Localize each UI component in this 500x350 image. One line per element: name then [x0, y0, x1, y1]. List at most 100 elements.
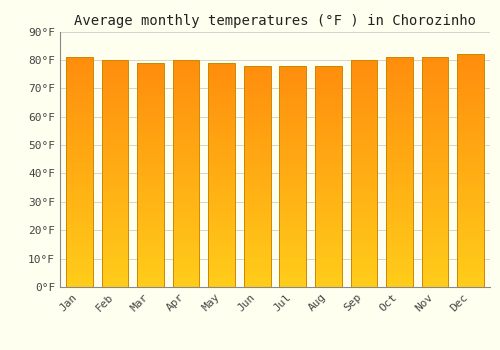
- Bar: [66, 155, 93, 158]
- Bar: [386, 192, 412, 195]
- Bar: [138, 203, 164, 206]
- Bar: [315, 96, 342, 99]
- Bar: [208, 161, 235, 164]
- Bar: [208, 79, 235, 82]
- Bar: [315, 190, 342, 193]
- Bar: [386, 158, 412, 161]
- Bar: [244, 110, 270, 113]
- Bar: [173, 253, 200, 256]
- Bar: [386, 129, 412, 132]
- Bar: [66, 230, 93, 232]
- Bar: [315, 251, 342, 254]
- Bar: [422, 256, 448, 258]
- Bar: [66, 123, 93, 126]
- Bar: [244, 77, 270, 79]
- Bar: [102, 216, 128, 219]
- Bar: [66, 218, 93, 221]
- Bar: [66, 192, 93, 195]
- Bar: [208, 203, 235, 206]
- Bar: [280, 184, 306, 187]
- Bar: [315, 74, 342, 77]
- Bar: [173, 94, 200, 97]
- Bar: [350, 261, 377, 264]
- Bar: [386, 198, 412, 201]
- Bar: [280, 220, 306, 223]
- Bar: [350, 193, 377, 196]
- Bar: [173, 239, 200, 241]
- Bar: [208, 248, 235, 251]
- Bar: [457, 156, 484, 159]
- Bar: [102, 179, 128, 182]
- Bar: [457, 182, 484, 185]
- Bar: [315, 212, 342, 215]
- Bar: [457, 89, 484, 92]
- Bar: [138, 68, 164, 71]
- Bar: [350, 80, 377, 83]
- Bar: [208, 251, 235, 253]
- Bar: [173, 136, 200, 139]
- Bar: [280, 234, 306, 237]
- Bar: [350, 247, 377, 250]
- Bar: [457, 252, 484, 255]
- Bar: [422, 215, 448, 218]
- Bar: [350, 71, 377, 74]
- Bar: [138, 197, 164, 200]
- Bar: [66, 198, 93, 201]
- Bar: [315, 140, 342, 143]
- Bar: [386, 256, 412, 258]
- Bar: [350, 182, 377, 185]
- Bar: [386, 152, 412, 155]
- Bar: [315, 138, 342, 140]
- Bar: [102, 65, 128, 68]
- Bar: [173, 60, 200, 63]
- Bar: [280, 129, 306, 132]
- Bar: [208, 167, 235, 169]
- Bar: [350, 128, 377, 131]
- Bar: [350, 230, 377, 233]
- Bar: [66, 92, 93, 94]
- Bar: [208, 223, 235, 225]
- Bar: [208, 63, 235, 65]
- Bar: [350, 188, 377, 190]
- Bar: [66, 135, 93, 138]
- Bar: [173, 119, 200, 122]
- Bar: [173, 117, 200, 119]
- Bar: [350, 216, 377, 219]
- Bar: [350, 190, 377, 193]
- Bar: [280, 138, 306, 140]
- Bar: [457, 238, 484, 240]
- Bar: [173, 154, 200, 156]
- Bar: [173, 205, 200, 208]
- Bar: [244, 265, 270, 268]
- Bar: [66, 209, 93, 212]
- Bar: [386, 126, 412, 129]
- Bar: [138, 135, 164, 138]
- Bar: [138, 133, 164, 135]
- Bar: [208, 138, 235, 141]
- Bar: [244, 116, 270, 118]
- Bar: [138, 65, 164, 68]
- Bar: [173, 74, 200, 77]
- Bar: [280, 257, 306, 259]
- Bar: [422, 138, 448, 140]
- Bar: [244, 176, 270, 179]
- Bar: [208, 228, 235, 231]
- Bar: [66, 232, 93, 235]
- Bar: [244, 149, 270, 151]
- Bar: [66, 80, 93, 83]
- Bar: [350, 77, 377, 80]
- Bar: [350, 105, 377, 108]
- Bar: [244, 220, 270, 223]
- Bar: [280, 198, 306, 201]
- Bar: [457, 98, 484, 101]
- Bar: [315, 193, 342, 196]
- Bar: [386, 175, 412, 178]
- Bar: [102, 148, 128, 151]
- Bar: [457, 275, 484, 278]
- Bar: [66, 201, 93, 204]
- Bar: [386, 250, 412, 252]
- Bar: [422, 267, 448, 270]
- Bar: [457, 118, 484, 121]
- Bar: [386, 195, 412, 198]
- Bar: [350, 185, 377, 188]
